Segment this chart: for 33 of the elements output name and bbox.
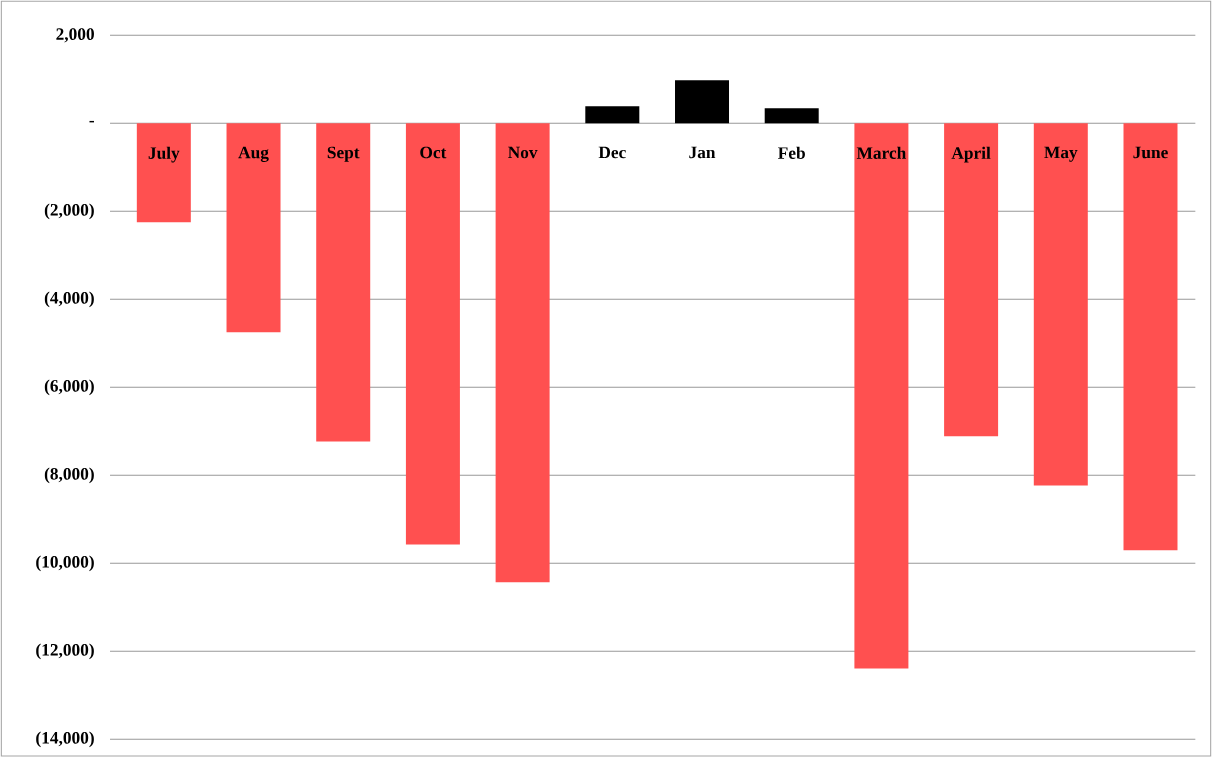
x-tick-label: May: [1044, 146, 1078, 162]
bar: [1033, 123, 1088, 486]
bar: [585, 106, 640, 124]
bar: [944, 123, 999, 437]
x-tick-label: Oct: [420, 146, 447, 159]
bar: [136, 123, 191, 223]
x-tick-label: Dec: [598, 146, 626, 159]
x-tick-label: Feb: [778, 146, 805, 159]
y-tick-label: (14,000): [36, 731, 94, 748]
x-tick-label: Jan: [689, 146, 716, 159]
y-tick-label: (6,000): [44, 379, 94, 396]
x-tick-label: Aug: [238, 146, 269, 162]
x-tick-label: June: [1133, 146, 1168, 159]
x-tick-label: March: [856, 146, 907, 159]
x-tick-label: Sept: [327, 146, 360, 162]
bar: [316, 123, 371, 442]
x-tick-label: Nov: [508, 146, 538, 159]
y-tick-label: (4,000): [44, 291, 94, 308]
x-tick-label: April: [951, 146, 991, 163]
y-tick-label: (10,000): [36, 555, 94, 572]
y-tick-label: -: [89, 120, 94, 123]
y-tick-label: (8,000): [44, 467, 94, 484]
y-tick-label: (2,000): [44, 203, 94, 220]
bar: [1123, 123, 1178, 550]
bar: [495, 123, 550, 583]
bar: [226, 123, 281, 333]
bar: [764, 108, 819, 124]
bar: [675, 80, 730, 124]
y-tick-label: (12,000): [36, 643, 94, 660]
y-tick-label: 2,000: [56, 28, 94, 43]
x-tick-label: July: [148, 146, 180, 163]
bar: [854, 123, 909, 669]
bar: [405, 123, 460, 545]
